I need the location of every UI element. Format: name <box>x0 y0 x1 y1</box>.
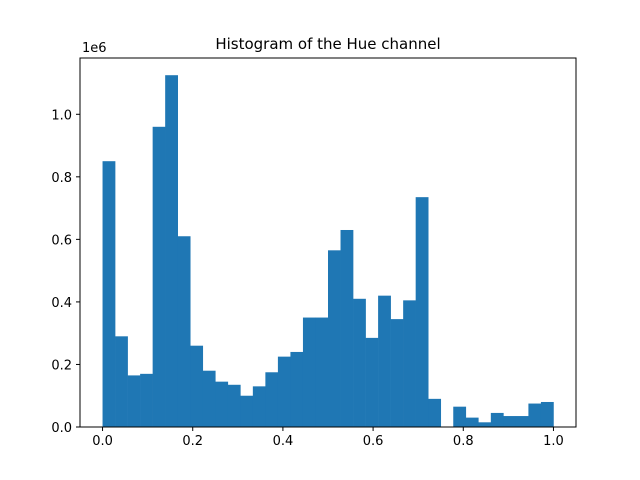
histogram-bar <box>202 370 216 427</box>
histogram-bar <box>265 372 279 427</box>
histogram-bar <box>340 229 354 427</box>
y-multiplier-label: 1e6 <box>82 41 107 56</box>
y-tick-label: 0.6 <box>51 233 72 248</box>
histogram-bar <box>528 403 542 427</box>
histogram-bar <box>428 398 442 427</box>
y-tick-label: 0.4 <box>51 296 72 311</box>
histogram-bar <box>115 336 128 427</box>
histogram-bar <box>490 412 504 427</box>
histogram-bar <box>102 161 116 427</box>
histogram-bar <box>165 75 178 427</box>
histogram-bar <box>328 250 341 427</box>
histogram-bar <box>503 416 517 427</box>
bars-group <box>102 75 554 428</box>
histogram-bar <box>302 317 316 427</box>
x-tick-label: 0.2 <box>182 434 203 449</box>
histogram-bar <box>353 298 366 427</box>
chart-title: Histogram of the Hue channel <box>215 35 440 53</box>
histogram-bar <box>515 416 529 427</box>
histogram-bar <box>177 236 191 427</box>
histogram-bar <box>540 401 554 427</box>
y-tick-label: 0.0 <box>51 421 72 436</box>
y-tick-label: 1.0 <box>51 108 72 123</box>
histogram-bar <box>215 381 229 427</box>
histogram-bar <box>415 197 429 427</box>
y-tick-label: 0.2 <box>51 358 72 373</box>
histogram-bar <box>127 375 141 427</box>
x-tick-label: 1.0 <box>543 434 564 449</box>
x-tick-label: 0.6 <box>363 434 384 449</box>
histogram-bar <box>140 373 153 427</box>
axes-frame <box>79 57 577 428</box>
histogram-bar <box>227 384 241 427</box>
histogram-bar <box>190 345 204 427</box>
histogram-bar <box>478 422 492 427</box>
histogram-bar <box>378 295 391 427</box>
histogram-bar <box>152 126 166 428</box>
x-axis-ticks: 0.0 0.2 0.4 0.6 0.8 1.0 <box>92 427 564 449</box>
histogram-bar <box>390 319 404 427</box>
histogram-bar <box>453 406 467 427</box>
histogram-bar <box>252 386 266 427</box>
histogram-bar <box>277 356 291 427</box>
histogram-bar <box>365 337 379 427</box>
x-tick-label: 0.4 <box>273 434 294 449</box>
x-tick-label: 0.8 <box>453 434 474 449</box>
y-tick-label: 0.8 <box>51 171 72 186</box>
histogram-bar <box>465 417 479 427</box>
y-axis-ticks: 0.0 0.2 0.4 0.6 0.8 1.0 <box>51 108 80 436</box>
x-tick-label: 0.0 <box>92 434 113 449</box>
histogram-bar <box>403 300 416 427</box>
histogram-bar <box>240 395 254 427</box>
histogram-bar <box>315 317 329 427</box>
histogram-bar <box>290 351 304 427</box>
